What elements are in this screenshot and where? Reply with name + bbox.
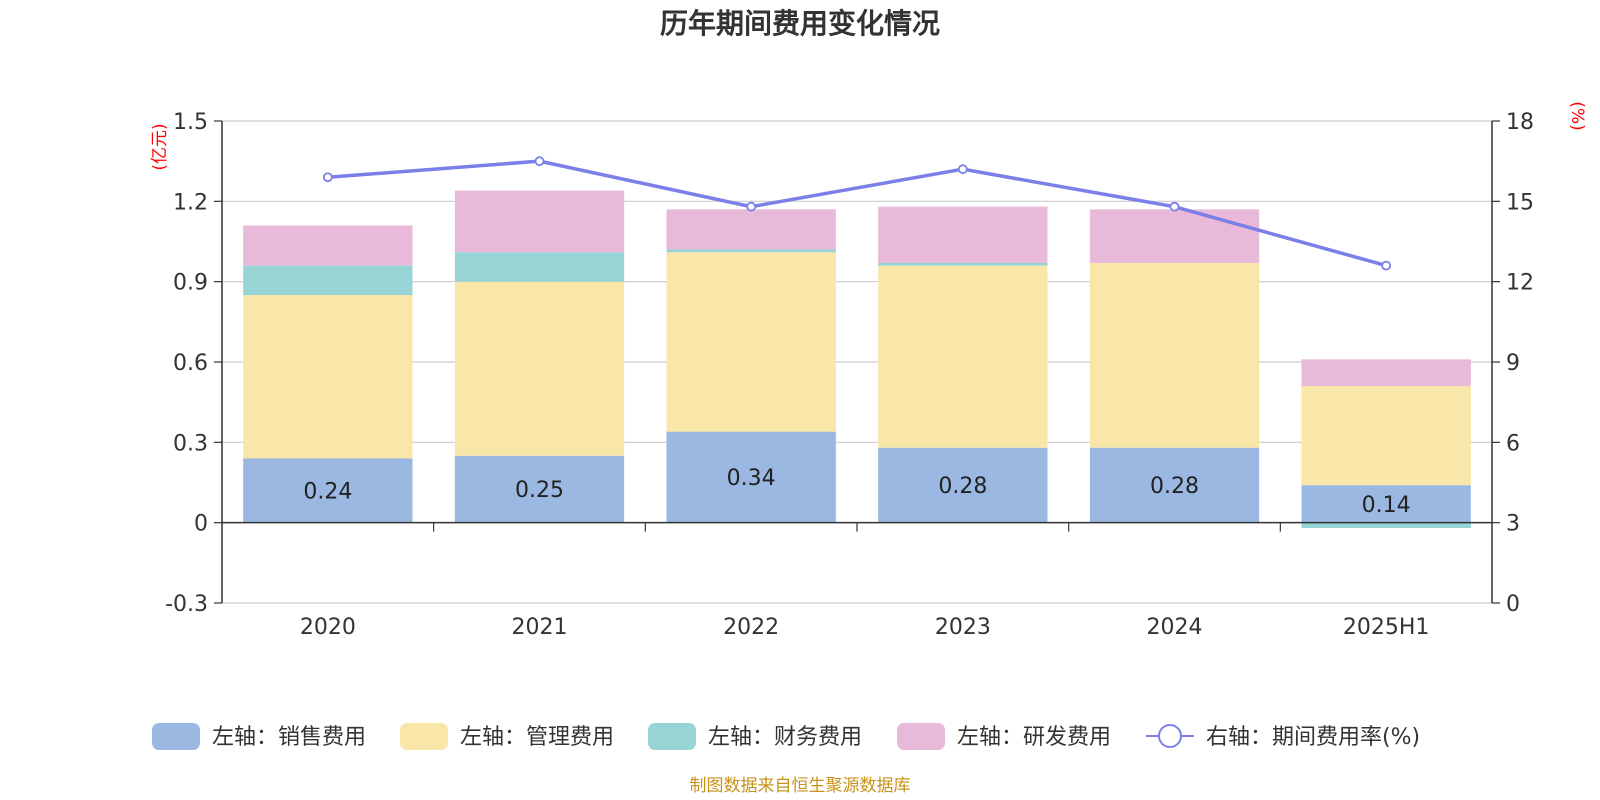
- legend-label: 左轴：财务费用: [708, 725, 862, 750]
- bar-segment: [878, 206, 1048, 263]
- rate-line: [327, 159, 1387, 268]
- bar-segment: [666, 209, 836, 250]
- legend-label: 右轴：期间费用率(%): [1206, 725, 1420, 750]
- left-tick-label: 0.9: [173, 271, 208, 296]
- right-tick-label: 12: [1506, 271, 1534, 296]
- bar-segment: [454, 281, 625, 456]
- left-tick-label: 1.2: [173, 190, 208, 215]
- bar-segment: [243, 295, 413, 459]
- bar-segment: [878, 447, 1048, 523]
- bar-segment: [454, 190, 625, 253]
- bar-data-label: 0.24: [303, 480, 352, 505]
- x-tick-label: 2025H1: [1343, 615, 1430, 640]
- legend-label: 左轴：研发费用: [957, 725, 1111, 750]
- left-tick-label: 0.3: [173, 431, 208, 456]
- bar-layer: [243, 190, 1471, 529]
- x-tick-label: 2021: [512, 615, 568, 640]
- left-tick-label: 0: [194, 512, 208, 537]
- bar-data-label: 0.28: [1150, 474, 1199, 499]
- right-tick-label: 3: [1506, 512, 1520, 537]
- legend-item: 左轴：财务费用: [648, 723, 862, 750]
- rate-point: [534, 156, 545, 167]
- legend-item: 右轴：期间费用率(%): [1146, 724, 1420, 750]
- bar-segment: [243, 265, 413, 296]
- bar-segment: [666, 431, 836, 523]
- line-layer: [322, 156, 1392, 271]
- data-label-layer: 0.24 0.25 0.34 0.28 0.28 0.14: [303, 466, 1410, 518]
- legend-label: 左轴：销售费用: [212, 725, 366, 750]
- rate-point: [746, 201, 757, 212]
- right-tick-label: 0: [1506, 592, 1520, 617]
- right-tick-label: 9: [1506, 351, 1520, 376]
- rate-point: [1381, 260, 1392, 271]
- legend-item: 左轴：研发费用: [897, 723, 1111, 750]
- bar-data-label: 0.28: [938, 474, 987, 499]
- legend-item: 左轴：销售费用: [152, 723, 366, 750]
- legend-marker: [1158, 724, 1182, 748]
- left-tick-label: 0.6: [173, 351, 208, 376]
- x-tick-label: 2024: [1147, 615, 1203, 640]
- legend: 左轴：销售费用 左轴：管理费用 左轴：财务费用 左轴：研发费用 右轴：期间费用率(%): [152, 723, 1420, 750]
- grid-lines: [222, 120, 1492, 604]
- rate-point: [1169, 201, 1180, 212]
- bar-segment: [1089, 209, 1260, 263]
- bar-segment: [1301, 386, 1471, 486]
- bar-segment: [1301, 522, 1471, 529]
- x-tick-label: 2022: [723, 615, 779, 640]
- bar-data-label: 0.25: [515, 478, 564, 503]
- bar-segment: [1089, 447, 1260, 523]
- legend-swatch: [400, 723, 448, 750]
- bar-segment: [666, 249, 836, 253]
- bar-data-label: 0.34: [727, 466, 776, 491]
- rate-point: [957, 164, 968, 175]
- bar-segment: [1089, 262, 1260, 448]
- bar-segment: [878, 262, 1048, 266]
- right-axis-unit: (%): [1567, 101, 1587, 130]
- bar-segment: [454, 252, 625, 282]
- x-tick-label: 2020: [300, 615, 356, 640]
- axes: -0.3 0 0.3 0.6 0.9 1.2 1.5 0 3 6 9 12 15 18 2020 2021 20…: [165, 110, 1534, 640]
- bar-segment: [666, 252, 836, 432]
- left-tick-label: 1.5: [173, 110, 208, 135]
- bar-segment: [1301, 485, 1471, 523]
- bar-segment: [454, 455, 625, 523]
- left-tick-label: -0.3: [165, 592, 208, 617]
- right-tick-label: 6: [1506, 431, 1520, 456]
- legend-swatch: [648, 723, 696, 750]
- legend-item: 左轴：管理费用: [400, 723, 614, 750]
- bar-segment: [243, 225, 413, 266]
- rate-point: [322, 172, 333, 183]
- legend-swatch: [152, 723, 200, 750]
- right-tick-label: 15: [1506, 190, 1534, 215]
- chart-title: 历年期间费用变化情况: [660, 7, 940, 40]
- source-note: 制图数据来自恒生聚源数据库: [690, 776, 911, 796]
- x-tick-label: 2023: [935, 615, 991, 640]
- legend-label: 左轴：管理费用: [460, 725, 614, 750]
- right-tick-label: 18: [1506, 110, 1534, 135]
- bar-segment: [878, 265, 1048, 448]
- bar-segment: [243, 458, 413, 523]
- bar-segment: [1301, 359, 1471, 387]
- left-axis-unit: (亿元): [150, 123, 170, 170]
- bar-data-label: 0.14: [1362, 493, 1411, 518]
- legend-swatch: [897, 723, 945, 750]
